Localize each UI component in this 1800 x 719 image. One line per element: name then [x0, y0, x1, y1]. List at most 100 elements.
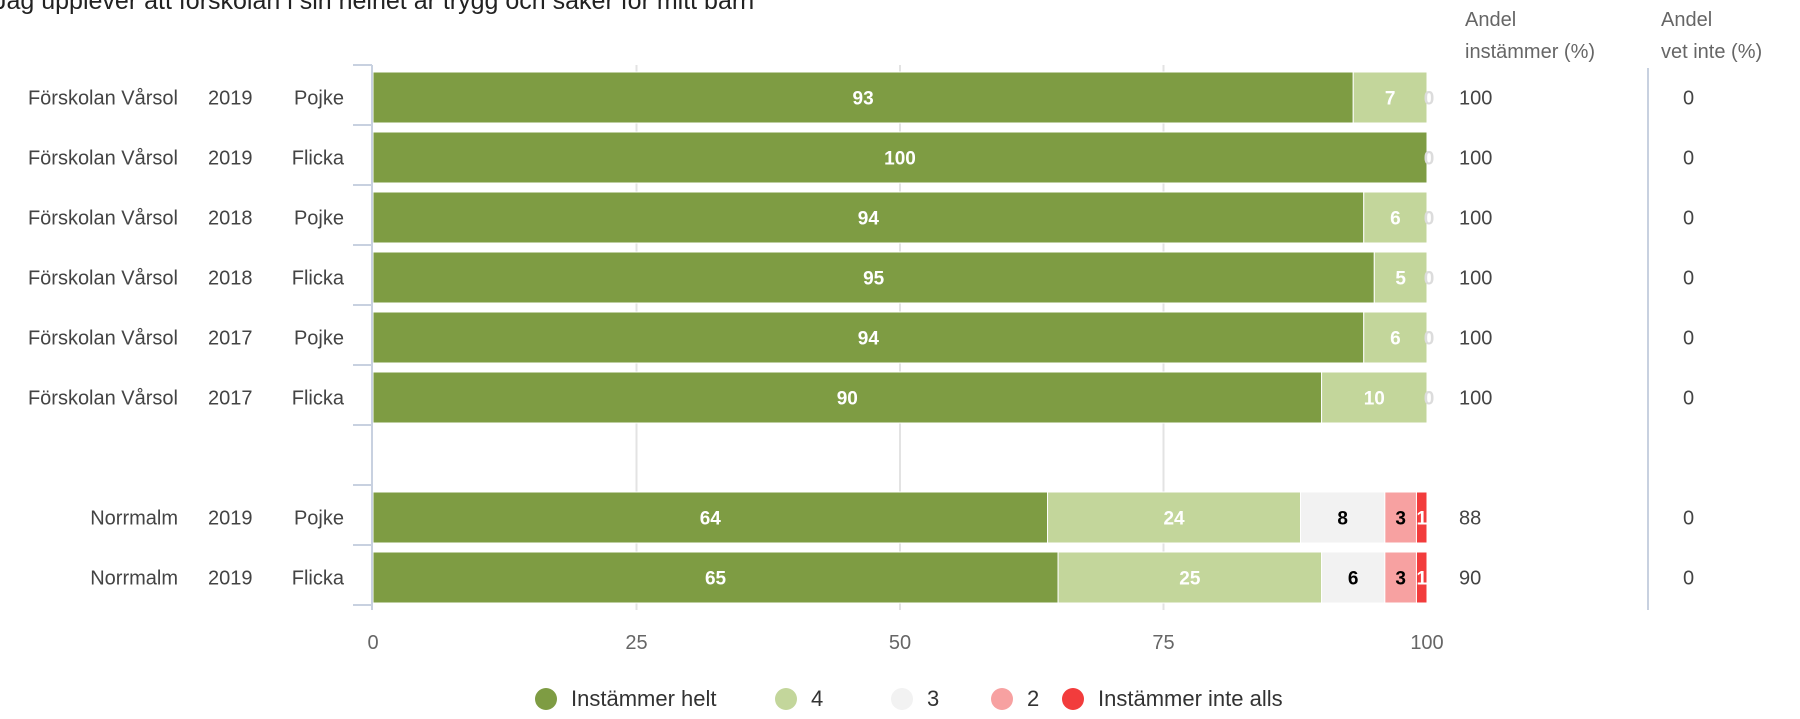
data-label: 0 — [1424, 329, 1435, 350]
andel-instammer-value: 100 — [1459, 328, 1492, 350]
row-label-group: Förskolan Vårsol — [28, 268, 178, 290]
data-label: 93 — [853, 89, 874, 110]
bar-segment — [372, 191, 1365, 244]
bar-segment — [1352, 71, 1428, 124]
data-label: 100 — [884, 149, 916, 170]
row-label-group: Norrmalm — [90, 568, 178, 590]
andel-instammer-value: 100 — [1459, 88, 1492, 110]
data-label: 25 — [1179, 569, 1201, 590]
row-label-gender: Flicka — [292, 148, 345, 170]
bar-segment — [372, 551, 1059, 604]
legend-label[interactable]: 4 — [811, 686, 823, 711]
andel-vet-inte-value: 0 — [1683, 508, 1694, 530]
x-tick-label: 25 — [625, 632, 647, 654]
row-label-group: Förskolan Vårsol — [28, 328, 178, 350]
bar-segment — [1363, 191, 1428, 244]
row-label-group: Förskolan Vårsol — [28, 88, 178, 110]
bar-segment — [1415, 551, 1428, 604]
header-andel-instammer-line1: Andel — [1465, 9, 1516, 31]
bar-segment — [1363, 311, 1428, 364]
row-label-year: 2018 — [208, 268, 253, 290]
row-label-group: Förskolan Vårsol — [28, 208, 178, 230]
row-label-year: 2019 — [208, 148, 253, 170]
legend-swatch — [535, 688, 557, 710]
legend-label[interactable]: Instämmer helt — [571, 686, 717, 711]
row-label-year: 2017 — [208, 328, 253, 350]
row-label-year: 2017 — [208, 388, 253, 410]
bar-segment — [372, 491, 1049, 544]
data-label: 7 — [1385, 89, 1396, 110]
andel-vet-inte-value: 0 — [1683, 568, 1694, 590]
andel-vet-inte-value: 0 — [1683, 88, 1694, 110]
data-label: 95 — [863, 269, 885, 290]
andel-instammer-value: 100 — [1459, 208, 1492, 230]
row-label-year: 2019 — [208, 508, 253, 530]
data-label: 3 — [1395, 509, 1406, 530]
bar-segment — [1300, 491, 1386, 544]
andel-vet-inte-value: 0 — [1683, 148, 1694, 170]
data-label: 24 — [1163, 509, 1185, 530]
data-label: 0 — [1424, 389, 1435, 410]
andel-instammer-value: 100 — [1459, 148, 1492, 170]
row-label-group: Förskolan Vårsol — [28, 388, 178, 410]
x-tick-label: 75 — [1152, 632, 1174, 654]
data-label: 10 — [1364, 389, 1385, 410]
data-label: 3 — [1395, 569, 1406, 590]
data-label: 5 — [1395, 269, 1406, 290]
data-label: 0 — [1424, 89, 1435, 110]
data-label: 90 — [837, 389, 858, 410]
andel-instammer-value: 100 — [1459, 268, 1492, 290]
data-label: 6 — [1390, 209, 1401, 230]
andel-vet-inte-value: 0 — [1683, 328, 1694, 350]
row-label-group: Norrmalm — [90, 508, 178, 530]
row-label-gender: Pojke — [294, 508, 344, 530]
andel-vet-inte-value: 0 — [1683, 208, 1694, 230]
data-label: 0 — [1424, 269, 1435, 290]
data-label: 1 — [1416, 569, 1427, 590]
row-label-gender: Flicka — [292, 268, 345, 290]
x-tick-label: 0 — [367, 632, 378, 654]
row-label-gender: Flicka — [292, 388, 345, 410]
header-andel-instammer-line2: instämmer (%) — [1465, 41, 1595, 63]
andel-vet-inte-value: 0 — [1683, 268, 1694, 290]
legend-swatch — [891, 688, 913, 710]
data-label: 6 — [1390, 329, 1401, 350]
x-tick-label: 100 — [1410, 632, 1443, 654]
data-label: 94 — [858, 209, 880, 230]
header-andel-vet-inte-line1: Andel — [1661, 9, 1712, 31]
row-label-year: 2019 — [208, 88, 253, 110]
andel-instammer-value: 88 — [1459, 508, 1481, 530]
legend-swatch — [775, 688, 797, 710]
bar-segment — [1415, 491, 1428, 544]
bar-segment — [372, 131, 1428, 184]
data-label: 94 — [858, 329, 880, 350]
legend-swatch — [991, 688, 1013, 710]
row-label-year: 2018 — [208, 208, 253, 230]
x-tick-label: 50 — [889, 632, 911, 654]
bar-segment — [1057, 551, 1323, 604]
legend-label[interactable]: Instämmer inte alls — [1098, 686, 1283, 711]
row-label-gender: Flicka — [292, 568, 345, 590]
bar-segment — [1047, 491, 1302, 544]
bar-segment — [372, 71, 1354, 124]
bar-segment — [1321, 551, 1386, 604]
header-andel-vet-inte-line2: vet inte (%) — [1661, 41, 1762, 63]
legend-swatch — [1062, 688, 1084, 710]
row-label-gender: Pojke — [294, 88, 344, 110]
x-axis: 0 25 50 75 100 — [353, 64, 1444, 654]
row-label-group: Förskolan Vårsol — [28, 148, 178, 170]
data-label: 1 — [1416, 509, 1427, 530]
data-label: 6 — [1348, 569, 1359, 590]
legend-label[interactable]: 3 — [927, 686, 939, 711]
andel-instammer-value: 90 — [1459, 568, 1481, 590]
legend: Instämmer helt 4 3 2 Instämmer inte alls — [535, 686, 1283, 711]
data-label: 0 — [1424, 209, 1435, 230]
legend-label[interactable]: 2 — [1027, 686, 1039, 711]
data-label: 0 — [1424, 149, 1435, 170]
bar-segment — [1321, 371, 1428, 424]
andel-instammer-value: 100 — [1459, 388, 1492, 410]
data-label: 65 — [705, 569, 727, 590]
